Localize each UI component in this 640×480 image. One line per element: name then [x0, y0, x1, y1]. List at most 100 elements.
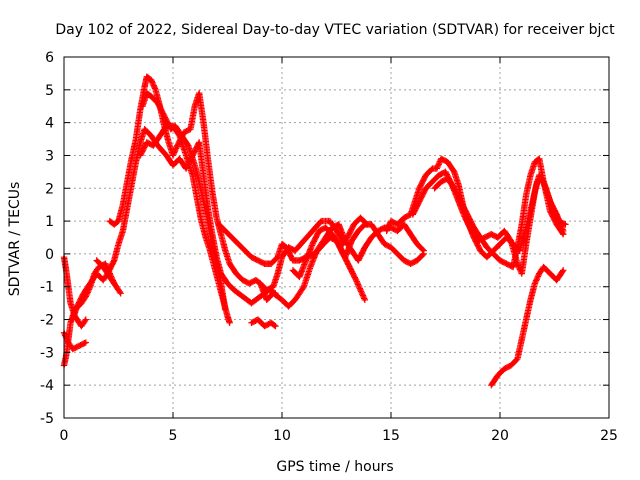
data-point [213, 265, 216, 269]
data-point [102, 265, 105, 269]
y-tick-label: -5 [40, 411, 54, 427]
data-point [509, 364, 513, 367]
data-point [102, 278, 105, 282]
data-point [516, 357, 519, 361]
data-point [195, 196, 199, 200]
data-point [415, 242, 419, 246]
data-point [75, 305, 79, 308]
x-tick-label: 5 [169, 428, 178, 444]
data-point [529, 298, 532, 302]
data-point [304, 259, 308, 262]
data-point [396, 229, 399, 233]
data-point [280, 298, 284, 302]
data-point [357, 229, 360, 233]
data-point [272, 292, 275, 295]
data-point [324, 236, 327, 239]
data-point [533, 160, 537, 164]
data-point [206, 219, 210, 223]
data-point [263, 324, 266, 328]
data-point [117, 219, 120, 223]
data-point [511, 265, 515, 269]
data-point [165, 154, 168, 157]
data-point [193, 164, 196, 167]
data-point [276, 255, 279, 259]
data-point [272, 285, 275, 288]
data-point [524, 242, 528, 246]
data-point [309, 265, 312, 269]
data-point [211, 242, 214, 246]
data-point [69, 301, 72, 305]
data-point [143, 128, 146, 131]
data-point [184, 154, 188, 157]
data-point [348, 265, 351, 269]
data-point [178, 134, 181, 137]
data-point [69, 321, 72, 325]
data-point [112, 259, 116, 262]
data-marker-trace [248, 316, 279, 330]
data-point [350, 239, 353, 242]
data-point [328, 219, 332, 223]
data-point [352, 223, 356, 226]
data-point [496, 236, 500, 239]
data-point [433, 187, 436, 190]
data-point [483, 236, 486, 239]
data-point [280, 255, 284, 259]
series-track-16 [488, 263, 567, 389]
data-point [409, 262, 412, 265]
data-point [490, 383, 493, 387]
data-point [193, 105, 196, 108]
data-point [479, 249, 482, 252]
data-point [370, 236, 373, 239]
data-point [265, 298, 268, 302]
y-tick-label: 1 [45, 214, 54, 230]
data-point [150, 134, 153, 137]
data-point [402, 216, 406, 220]
data-point [269, 321, 273, 325]
data-point [71, 318, 74, 321]
data-point [211, 190, 214, 193]
data-point [496, 374, 500, 377]
data-point [503, 229, 506, 233]
data-point [243, 249, 247, 252]
data-point [538, 272, 541, 275]
data-point [150, 95, 153, 98]
data-point [108, 275, 111, 279]
data-point [269, 262, 273, 265]
chart-title: Day 102 of 2022, Sidereal Day-to-day VTE… [55, 22, 615, 38]
data-point [505, 262, 508, 265]
x-tick-label: 0 [60, 428, 69, 444]
data-point [538, 157, 541, 160]
data-point [241, 278, 244, 282]
data-point [293, 298, 297, 302]
series-track-6 [106, 73, 371, 294]
data-point [415, 259, 419, 262]
data-point [156, 101, 159, 105]
data-point [330, 233, 334, 236]
data-point [287, 305, 290, 308]
data-point [71, 347, 74, 351]
data-point [78, 344, 81, 347]
data-point [224, 249, 227, 252]
series-track-15 [431, 155, 567, 271]
data-point [498, 242, 502, 246]
data-point [503, 367, 506, 370]
data-point [564, 223, 567, 226]
data-point [167, 141, 170, 144]
data-point [302, 285, 305, 288]
data-point [154, 88, 157, 92]
data-point [453, 170, 456, 174]
data-point [202, 173, 205, 177]
data-point [363, 298, 367, 302]
data-point [520, 223, 523, 226]
data-point [115, 285, 118, 288]
data-point [121, 203, 125, 206]
data-point [330, 226, 334, 229]
data-point [197, 91, 201, 95]
data-point [562, 269, 565, 272]
data-points [60, 73, 569, 389]
data-point [117, 242, 120, 246]
data-point [158, 134, 162, 137]
y-tick-label: 5 [45, 83, 54, 99]
data-point [250, 301, 253, 305]
